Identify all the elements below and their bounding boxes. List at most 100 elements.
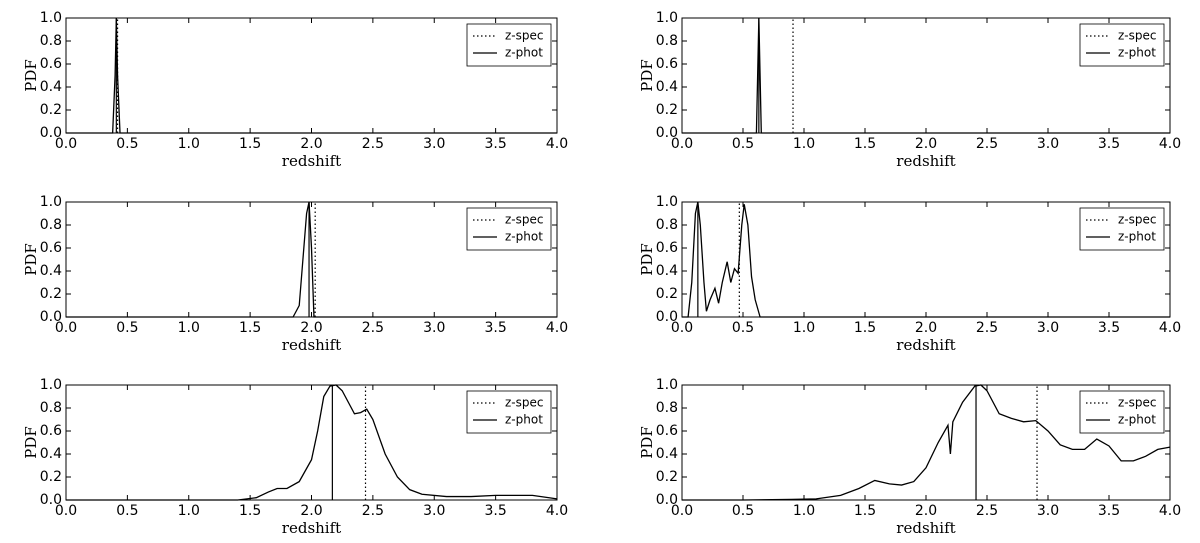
x-tick-label: 1.5: [239, 320, 261, 336]
x-axis-label: redshift: [282, 336, 341, 354]
x-tick-label: 0.0: [671, 503, 693, 519]
x-tick-label: 3.5: [484, 136, 506, 152]
y-axis-label: PDF: [22, 426, 40, 459]
pdf-line: [682, 384, 1171, 501]
y-tick-label: 0.0: [656, 125, 678, 141]
y-tick-label: 0.6: [656, 56, 678, 72]
x-tick-label: 3.5: [1098, 503, 1120, 519]
x-tick-label: 1.5: [854, 136, 876, 152]
x-tick-label: 1.0: [793, 136, 815, 152]
legend-text: z-phot: [1118, 230, 1156, 244]
pdf-line: [66, 384, 558, 501]
y-tick-label: 0.4: [40, 446, 62, 462]
y-tick-label: 0.2: [40, 286, 62, 302]
x-tick-label: 1.5: [239, 136, 261, 152]
x-tick-label: 2.0: [300, 320, 322, 336]
x-axis-label: redshift: [896, 152, 955, 170]
subplot: 0.0 0.5 1.0 1.5 2.0 2.5 3.0 3.5 4.0 0.0 0.2 0.4 0.6 0…: [22, 194, 568, 354]
subplot: 0.0 0.5 1.0 1.5 2.0 2.5 3.0 3.5 4.0 0.0 0.2 0.4 0.6 0…: [22, 10, 568, 170]
legend-text: z-phot: [505, 46, 543, 60]
x-tick-label: 0.5: [732, 503, 754, 519]
y-tick-label: 0.8: [40, 33, 62, 49]
y-tick-label: 0.8: [656, 33, 678, 49]
x-tick-label: 0.5: [116, 136, 138, 152]
x-tick-label: 2.0: [915, 320, 937, 336]
y-tick-label: 0.2: [40, 469, 62, 485]
x-tick-label: 0.5: [116, 320, 138, 336]
y-tick-label: 0.2: [656, 102, 678, 118]
y-tick-label: 0.8: [40, 217, 62, 233]
legend-box: [1079, 207, 1165, 251]
x-tick-label: 3.5: [484, 503, 506, 519]
y-tick-label: 0.8: [40, 400, 62, 416]
x-tick-label: 1.0: [793, 503, 815, 519]
legend-box: [466, 207, 552, 251]
y-tick-label: 0.2: [656, 286, 678, 302]
x-tick-label: 2.5: [362, 320, 384, 336]
x-tick-label: 2.5: [362, 136, 384, 152]
y-axis-label: PDF: [22, 243, 40, 276]
legend-box: [1079, 390, 1165, 434]
y-tick-label: 1.0: [40, 10, 62, 26]
x-tick-label: 2.5: [976, 136, 998, 152]
x-tick-label: 0.0: [55, 320, 77, 336]
legend-text: z-phot: [1118, 46, 1156, 60]
y-tick-label: 0.4: [656, 446, 678, 462]
x-tick-label: 3.0: [1037, 503, 1059, 519]
legend: z-spec z-phot: [1079, 23, 1165, 67]
legend-text: z-phot: [505, 230, 543, 244]
y-axis-label: PDF: [22, 59, 40, 92]
y-tick-label: 1.0: [40, 377, 62, 393]
y-tick-label: 1.0: [656, 377, 678, 393]
y-tick-label: 0.2: [40, 102, 62, 118]
y-axis-label: PDF: [638, 426, 656, 459]
x-tick-label: 0.0: [55, 503, 77, 519]
x-tick-label: 3.5: [484, 320, 506, 336]
pdf-line: [682, 201, 1170, 318]
subplot: 0.0 0.5 1.0 1.5 2.0 2.5 3.0 3.5 4.0 0.0 0.2 0.4 0.6 0…: [22, 377, 568, 537]
x-tick-label: 3.0: [423, 136, 445, 152]
x-tick-label: 2.0: [915, 136, 937, 152]
x-tick-label: 2.0: [300, 503, 322, 519]
x-tick-label: 1.5: [239, 503, 261, 519]
x-tick-label: 1.0: [178, 136, 200, 152]
y-tick-label: 1.0: [656, 194, 678, 210]
x-tick-label: 4.0: [546, 136, 568, 152]
x-tick-label: 4.0: [1159, 136, 1181, 152]
x-tick-label: 1.0: [178, 320, 200, 336]
legend: z-spec z-phot: [466, 207, 552, 251]
x-tick-label: 4.0: [546, 503, 568, 519]
legend-box: [1079, 23, 1165, 67]
y-tick-label: 0.6: [656, 423, 678, 439]
x-tick-label: 1.0: [178, 503, 200, 519]
x-axis-label: redshift: [896, 519, 955, 537]
y-tick-label: 1.0: [40, 194, 62, 210]
legend: z-spec z-phot: [1079, 207, 1165, 251]
y-tick-label: 0.0: [656, 309, 678, 325]
subplot: 0.0 0.5 1.0 1.5 2.0 2.5 3.0 3.5 4.0 0.0 0.2 0.4 0.6 0…: [638, 377, 1181, 537]
subplot: 0.0 0.5 1.0 1.5 2.0 2.5 3.0 3.5 4.0 0.0 0.2 0.4 0.6 0…: [638, 194, 1181, 354]
legend-text: z-spec: [1118, 213, 1156, 227]
x-axis-label: redshift: [282, 519, 341, 537]
x-axis-label: redshift: [896, 336, 955, 354]
x-tick-label: 1.5: [854, 320, 876, 336]
y-tick-label: 0.6: [40, 56, 62, 72]
x-tick-label: 3.0: [1037, 320, 1059, 336]
x-tick-label: 3.0: [1037, 136, 1059, 152]
x-tick-label: 3.0: [423, 503, 445, 519]
pdf-line: [66, 201, 557, 318]
subplot: 0.0 0.5 1.0 1.5 2.0 2.5 3.0 3.5 4.0 0.0 0.2 0.4 0.6 0…: [638, 10, 1181, 170]
y-axis-label: PDF: [638, 59, 656, 92]
x-tick-label: 2.5: [362, 503, 384, 519]
x-tick-label: 2.0: [300, 136, 322, 152]
y-tick-label: 0.0: [656, 492, 678, 508]
y-tick-label: 0.6: [40, 423, 62, 439]
legend-text: z-phot: [1118, 413, 1156, 427]
y-tick-label: 0.0: [40, 492, 62, 508]
x-tick-label: 3.5: [1098, 320, 1120, 336]
x-tick-label: 1.5: [854, 503, 876, 519]
y-tick-label: 1.0: [656, 10, 678, 26]
x-tick-label: 3.5: [1098, 136, 1120, 152]
legend: z-spec z-phot: [1079, 390, 1165, 434]
